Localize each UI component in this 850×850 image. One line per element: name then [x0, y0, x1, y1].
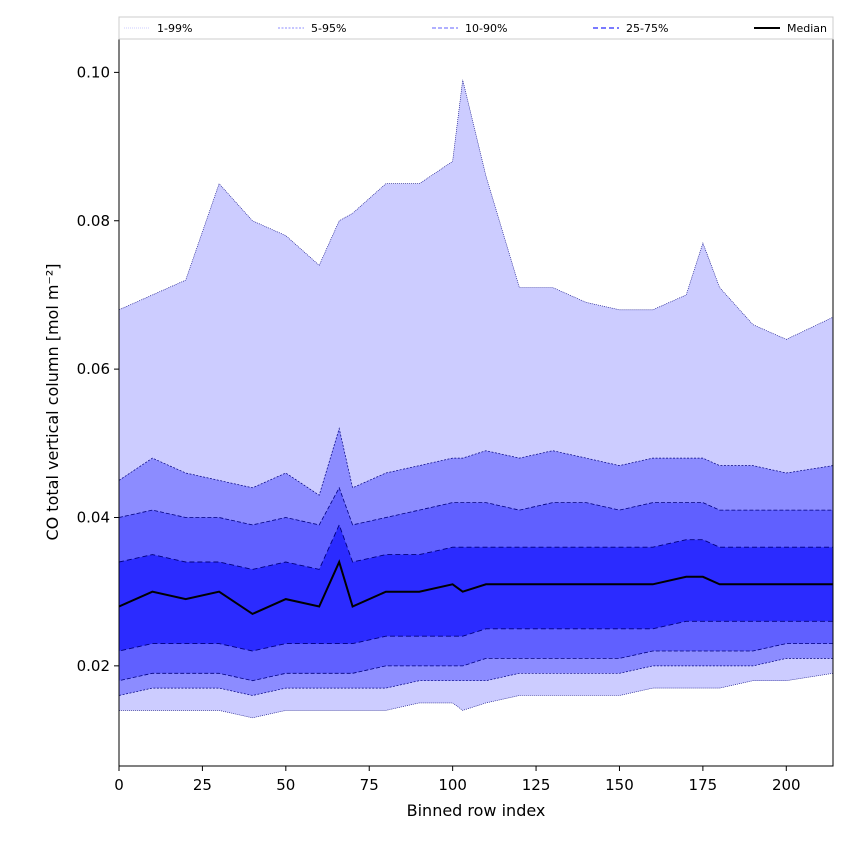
legend-label-10-90: 10-90% [465, 22, 507, 35]
x-tick-label: 200 [772, 776, 801, 794]
legend-label-median: Median [787, 22, 827, 35]
x-tick-label: 25 [193, 776, 212, 794]
band-upper-edge-25-75 [118, 523, 833, 570]
x-tick-label: 125 [522, 776, 551, 794]
band-upper-edge-10-90 [118, 486, 833, 526]
y-axis: 0.02 0.04 0.06 0.08 0.10 [77, 63, 119, 675]
legend: 1-99% 5-95% 10-90% 25-75% Median [118, 16, 834, 40]
band-upper-edge-1-99 [118, 79, 834, 340]
y-tick-label: 0.04 [77, 508, 110, 526]
band-lower-edge-1-99 [119, 673, 834, 719]
x-tick-label: 175 [689, 776, 718, 794]
median-line-group [118, 559, 833, 616]
y-axis-title: CO total vertical column [mol m⁻²] [43, 263, 62, 540]
legend-box [118, 16, 834, 40]
x-tick-label: 50 [276, 776, 295, 794]
legend-label-5-95: 5-95% [311, 22, 346, 35]
y-tick-label: 0.10 [77, 63, 110, 81]
legend-label-1-99: 1-99% [157, 22, 192, 35]
y-tick-label: 0.02 [77, 657, 110, 675]
x-tick-label: 150 [605, 776, 634, 794]
band-lower-edge-10-90 [118, 643, 833, 682]
band-lower-edge-5-95 [118, 658, 833, 696]
band-upper-edge-5-95 [118, 427, 834, 496]
y-tick-label: 0.08 [77, 212, 110, 230]
x-axis: 0 25 50 75 100 125 150 175 200 [114, 766, 801, 794]
x-tick-label: 0 [114, 776, 124, 794]
x-tick-label: 75 [360, 776, 379, 794]
band-lower-edge-25-75 [118, 620, 833, 652]
median-line [118, 559, 833, 616]
legend-label-25-75: 25-75% [626, 22, 668, 35]
y-tick-label: 0.06 [77, 360, 110, 378]
x-tick-label: 100 [438, 776, 467, 794]
x-axis-title: Binned row index [407, 801, 546, 820]
